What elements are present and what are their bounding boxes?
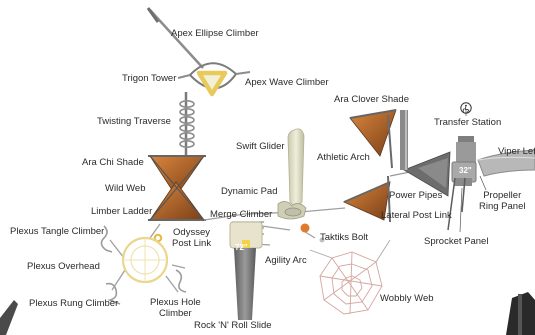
label-plexus-overhead: Plexus Overhead — [27, 261, 100, 272]
trigon-tower — [177, 62, 251, 97]
power-pipes — [403, 151, 451, 197]
label-trigon-tower: Trigon Tower — [122, 73, 177, 84]
label-dynamic-pad: Dynamic Pad — [221, 186, 278, 197]
dynamic-pad — [284, 207, 302, 217]
viper-left — [477, 149, 535, 177]
corner-pipe — [0, 300, 18, 335]
plexus-hole-climber — [175, 269, 187, 293]
label-ara-clover-shade: Ara Clover Shade — [334, 94, 409, 105]
wobbly-web — [309, 239, 391, 315]
label-plexus-hole-line1: Plexus Hole — [150, 297, 201, 308]
label-swift-glider: Swift Glider — [236, 141, 285, 152]
taktiks-bolt — [300, 223, 325, 243]
label-apex-wave-climber: Apex Wave Climber — [245, 77, 329, 88]
label-twisting-traverse: Twisting Traverse — [97, 116, 171, 127]
deck-height-badge: 32" — [459, 166, 472, 175]
label-odyssey-line2: Post Link — [172, 238, 212, 249]
twisting-traverse — [179, 92, 195, 158]
leader-lines — [459, 110, 487, 233]
label-viper-left: Viper Lef — [498, 146, 535, 157]
label-odyssey-post-link: Odyssey Post Link — [172, 227, 211, 249]
label-ara-chi-shade: Ara Chi Shade — [82, 157, 144, 168]
label-apex-ellipse-climber: Apex Ellipse Climber — [171, 28, 259, 39]
label-plexus-hole-line2: Climber — [158, 308, 192, 319]
label-plexus-hole-climber: Plexus Hole Climber — [150, 297, 201, 319]
label-taktiks-bolt: Taktiks Bolt — [320, 232, 369, 243]
label-rock-n-roll-slide: Rock 'N' Roll Slide — [194, 320, 272, 331]
label-sprocket-panel: Sprocket Panel — [424, 236, 489, 247]
ara-chi-shade — [148, 155, 206, 221]
apex-ellipse-climber — [146, 7, 204, 69]
label-propeller-ring-panel: Propeller Ring Panel — [479, 190, 525, 212]
label-power-pipes: Power Pipes — [389, 190, 443, 201]
label-limber-ladder: Limber Ladder — [91, 206, 153, 217]
plexus-tangle-climber — [100, 225, 113, 253]
label-propeller-line2: Ring Panel — [479, 201, 526, 212]
sprocket-panel — [447, 177, 466, 231]
lateral-post-link — [343, 171, 411, 223]
label-merge-climber: Merge Climber — [210, 209, 273, 220]
plexus-rung-climber — [105, 282, 121, 305]
label-plexus-tangle-climber: Plexus Tangle Climber — [10, 226, 105, 237]
corner-post — [506, 292, 535, 335]
label-odyssey-line1: Odyssey — [173, 227, 211, 238]
plexus-overhead — [121, 236, 169, 284]
label-transfer-station: Transfer Station — [434, 117, 502, 128]
label-plexus-rung-climber: Plexus Rung Climber — [29, 298, 119, 309]
ara-clover-shade — [349, 109, 397, 169]
label-wobbly-web: Wobbly Web — [380, 293, 434, 304]
label-agility-arc: Agility Arc — [265, 255, 307, 266]
slide-height-badge: 72" — [235, 243, 248, 252]
label-athletic-arch: Athletic Arch — [317, 152, 370, 163]
swift-glider — [277, 128, 307, 220]
rock-n-roll-slide — [229, 221, 263, 320]
label-wild-web: Wild Web — [105, 183, 146, 194]
label-lateral-post-link: Lateral Post Link — [381, 210, 452, 221]
transfer-station — [400, 110, 477, 186]
label-propeller-line1: Propeller — [483, 190, 522, 201]
